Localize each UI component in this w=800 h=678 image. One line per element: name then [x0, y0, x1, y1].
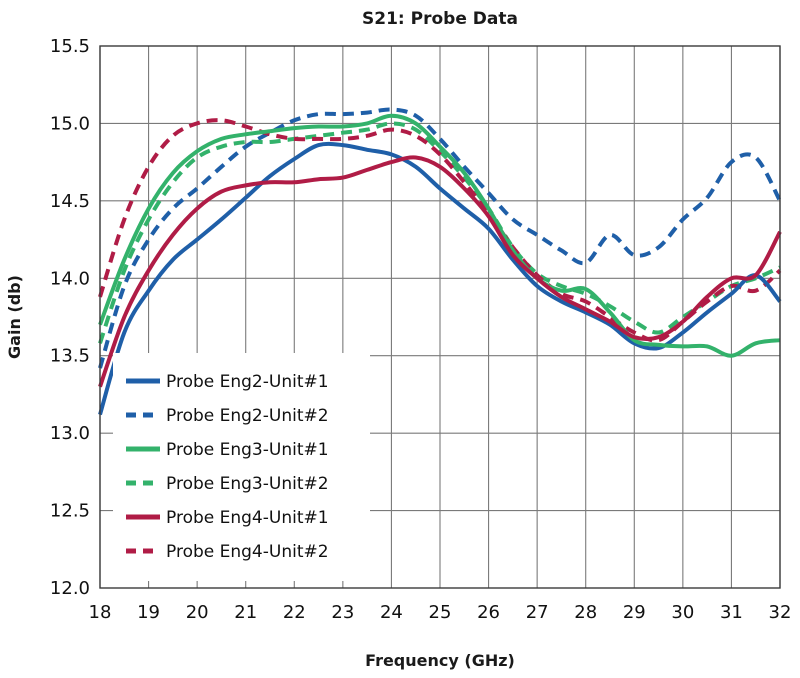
x-tick-label: 21 [234, 602, 257, 623]
x-tick-label: 19 [137, 602, 160, 623]
series-line-3 [98, 121, 781, 344]
y-tick-label: 14.0 [50, 268, 90, 289]
x-tick-label: 20 [186, 602, 209, 623]
legend-label: Probe Eng4-Unit#1 [166, 508, 329, 528]
x-tick-labels: 18 19 20 21 22 23 24 25 26 27 28 29 30 31 32 [89, 602, 792, 623]
y-tick-labels: 12.0 12.5 13.0 13.5 14.0 14.5 15.0 15.5 [50, 36, 90, 599]
x-tick-label: 18 [89, 602, 112, 623]
x-tick-label: 31 [720, 602, 743, 623]
y-tick-label: 12.5 [50, 501, 90, 522]
x-axis-label: Frequency (GHz) [365, 651, 515, 670]
y-tick-label: 12.0 [50, 578, 90, 599]
chart-title: S21: Probe Data [362, 9, 518, 29]
legend: Probe Eng2-Unit#1 Probe Eng2-Unit#2 Probe … [113, 353, 370, 581]
x-tick-label: 24 [380, 602, 403, 623]
legend-box [113, 353, 370, 581]
x-tick-label: 32 [769, 602, 792, 623]
x-tick-label: 22 [283, 602, 306, 623]
series-line-2 [98, 113, 781, 358]
legend-label: Probe Eng3-Unit#1 [166, 440, 329, 460]
x-tick-label: 26 [477, 602, 500, 623]
series-line-1 [98, 107, 782, 369]
y-tick-label: 13.0 [50, 423, 90, 444]
series-line-5 [98, 118, 782, 343]
y-tick-label: 13.5 [50, 346, 90, 367]
plot-frame [99, 45, 781, 589]
legend-label: Probe Eng2-Unit#2 [166, 406, 329, 426]
x-tick-label: 25 [429, 602, 452, 623]
y-axis-label: Gain (db) [5, 275, 24, 359]
series-layer [98, 107, 782, 416]
x-tick-label: 29 [623, 602, 646, 623]
y-tick-label: 15.0 [50, 113, 90, 134]
x-tick-label: 23 [331, 602, 354, 623]
legend-label: Probe Eng3-Unit#2 [166, 474, 329, 494]
legend-label: Probe Eng4-Unit#2 [166, 542, 329, 562]
x-tick-label: 27 [526, 602, 549, 623]
series-line-4 [98, 155, 782, 388]
y-tick-label: 14.5 [50, 191, 90, 212]
y-tick-label: 15.5 [50, 36, 90, 57]
legend-label: Probe Eng2-Unit#1 [166, 372, 329, 392]
x-tick-label: 30 [671, 602, 694, 623]
x-tick-label: 28 [574, 602, 597, 623]
